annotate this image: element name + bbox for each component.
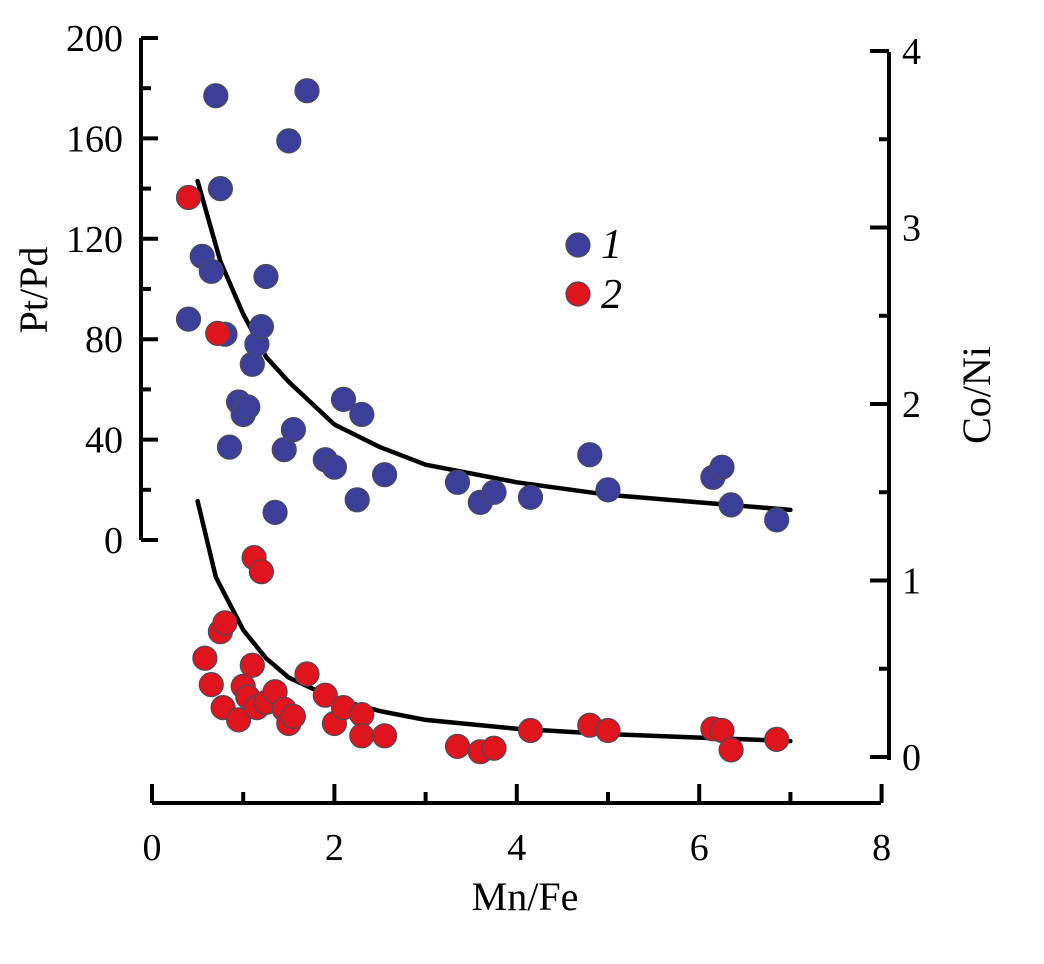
point-series-1	[344, 487, 370, 513]
point-series-1	[280, 417, 306, 443]
legend-label-series-2: 2	[601, 272, 622, 318]
left-y-tick-label: 0	[104, 520, 123, 562]
point-series-1	[577, 442, 603, 468]
axis-ticks	[141, 36, 889, 803]
point-series-2	[349, 723, 375, 749]
x-axis-label: Mn/Fe	[472, 874, 579, 919]
x-tick-label: 0	[143, 827, 162, 869]
point-series-2	[294, 661, 320, 687]
right-y-tick-label: 0	[902, 737, 921, 779]
left-y-axis-label: Pt/Pd	[11, 247, 56, 334]
left-y-tick-label: 120	[66, 219, 123, 261]
point-series-2	[226, 707, 252, 733]
point-series-1	[235, 394, 261, 420]
point-series-1	[444, 469, 471, 495]
point-series-2	[205, 320, 231, 346]
right-y-tick-label: 1	[902, 561, 921, 603]
point-series-1	[517, 484, 544, 510]
point-series-1	[175, 306, 202, 332]
point-series-2	[764, 726, 790, 753]
point-series-2	[349, 701, 375, 728]
point-series-2	[481, 735, 507, 761]
point-series-1	[203, 83, 229, 109]
point-series-2	[280, 703, 306, 730]
point-series-2	[312, 682, 338, 708]
point-series-2	[198, 671, 224, 698]
legend-marker-series-2	[565, 281, 591, 307]
point-series-2	[192, 645, 218, 671]
point-series-1	[294, 78, 320, 104]
point-series-2	[248, 559, 274, 585]
point-series-1	[718, 492, 744, 518]
point-series-2	[718, 737, 744, 763]
x-tick-label: 6	[690, 827, 709, 869]
point-series-1	[595, 477, 621, 503]
point-series-1	[764, 507, 790, 533]
point-series-2	[517, 717, 544, 744]
legend: 1 2	[565, 222, 622, 318]
left-y-tick-label: 160	[66, 118, 123, 160]
x-tick-label: 2	[325, 827, 344, 869]
left-y-tick-label: 200	[66, 18, 123, 60]
data-points	[175, 78, 790, 765]
point-series-1	[262, 499, 288, 526]
right-y-tick-label: 4	[902, 31, 921, 73]
point-series-2	[239, 652, 265, 678]
left-y-tick-label: 40	[85, 420, 123, 462]
point-series-1	[709, 454, 735, 480]
point-series-1	[372, 462, 398, 488]
legend-label-series-1: 1	[601, 222, 622, 268]
point-series-1	[330, 386, 357, 412]
fit-curve-series-1	[195, 178, 793, 513]
point-series-1	[216, 434, 243, 460]
point-series-2	[175, 184, 202, 211]
point-series-1	[253, 263, 279, 290]
x-tick-label: 8	[872, 827, 891, 869]
left-y-tick-label: 80	[85, 319, 123, 361]
point-series-1	[349, 401, 375, 428]
point-series-2	[444, 733, 471, 760]
x-tick-label: 4	[507, 827, 526, 869]
right-y-tick-label: 3	[902, 208, 921, 250]
point-series-2	[372, 723, 398, 749]
point-series-1	[207, 176, 233, 202]
point-series-2	[595, 717, 621, 744]
point-series-1	[248, 314, 274, 340]
point-series-1	[276, 128, 302, 154]
point-series-1	[321, 454, 347, 480]
right-y-tick-label: 2	[902, 384, 921, 426]
legend-marker-series-1	[565, 232, 591, 258]
right-y-axis-label: Co/Ni	[954, 346, 999, 444]
point-series-1	[481, 479, 507, 505]
point-series-2	[212, 610, 238, 636]
point-series-1	[198, 258, 224, 284]
